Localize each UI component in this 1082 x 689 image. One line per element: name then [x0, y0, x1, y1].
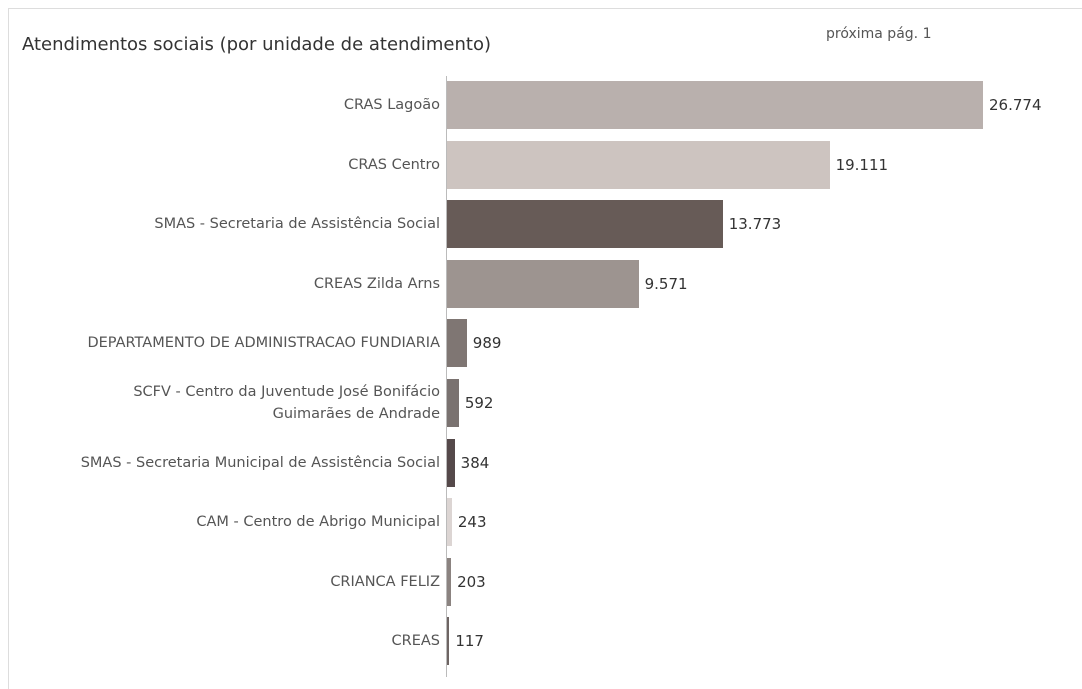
value-label: 13.773	[728, 215, 782, 234]
next-page-link[interactable]: próxima pág. 1	[826, 26, 932, 42]
bar	[447, 438, 455, 487]
category-label: CRAS Lagoão	[343, 97, 440, 113]
value-label: 9.571	[644, 274, 688, 293]
category-label: CREAS Zilda Arns	[313, 275, 440, 292]
value-label: 117	[455, 632, 484, 651]
value-label: 203	[457, 572, 486, 591]
bar	[447, 379, 459, 427]
bar	[447, 200, 723, 249]
category-label: SMAS - Secretaria Municipal de Assistênc…	[80, 454, 440, 471]
bar	[447, 140, 830, 189]
value-label: 384	[460, 453, 490, 472]
bar	[447, 319, 467, 368]
category-label: SMAS - Secretaria de Assistência Social	[154, 216, 440, 233]
category-label: DEPARTAMENTO DE ADMINISTRACAO FUNDIARIA	[87, 335, 440, 352]
value-label: 592	[464, 394, 494, 412]
value-label: 26.774	[989, 96, 1042, 114]
bar	[447, 498, 452, 547]
category-label: CREAS	[391, 633, 440, 650]
frame	[8, 8, 1082, 689]
value-label: 989	[472, 334, 502, 353]
category-label: CRAS Centro	[348, 156, 440, 173]
bar	[447, 81, 983, 129]
category-label: CRIANCA FELIZ	[330, 573, 440, 590]
category-label: SCFV - Centro da Juventude José Bonifáci…	[133, 384, 440, 422]
bar	[447, 259, 639, 308]
category-label: CAM - Centro de Abrigo Municipal	[196, 514, 440, 531]
bar	[447, 617, 450, 666]
bar	[447, 557, 452, 606]
value-label: 243	[457, 513, 487, 532]
value-label: 19.111	[835, 155, 889, 174]
axis-line	[446, 76, 447, 677]
chart-title: Atendimentos sociais (por unidade de ate…	[22, 34, 491, 55]
